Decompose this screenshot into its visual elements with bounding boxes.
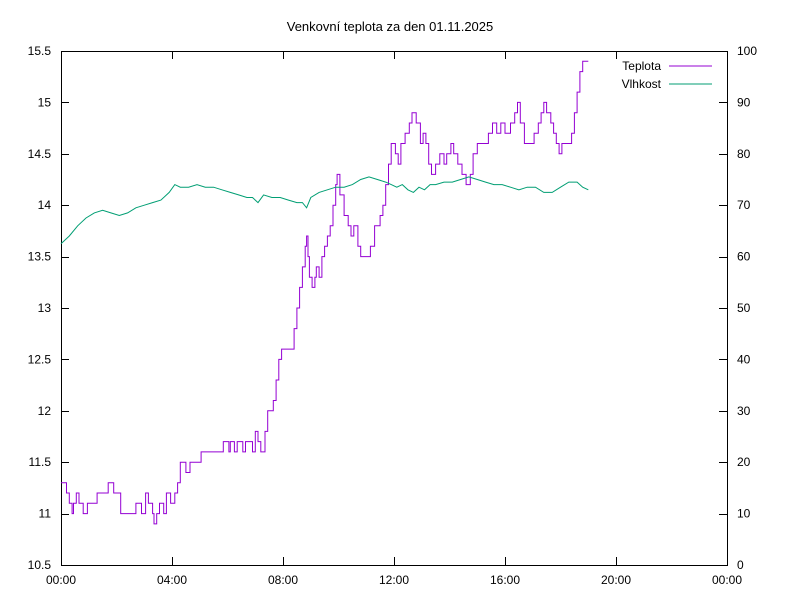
- y-tick-label: 13.5: [28, 250, 52, 264]
- y2-tick-label: 40: [737, 352, 751, 366]
- y-tick-label: 12.5: [28, 352, 52, 366]
- legend: Teplota Vlhkost: [622, 59, 712, 91]
- y2-tick-label: 60: [737, 250, 751, 264]
- axes: 00:00 04:00 08:00 12:00 16:00 20:00 00:0010.51…: [28, 44, 758, 587]
- y2-tick-label: 10: [737, 507, 751, 521]
- x-tick-label: 12:00: [379, 573, 409, 587]
- x-tick-label: 00:00: [712, 573, 742, 587]
- legend-label-vlhkost: Vlhkost: [622, 77, 662, 91]
- legend-label-teplota: Teplota: [622, 59, 661, 73]
- y-tick-label: 11.5: [29, 455, 52, 469]
- y2-tick-label: 100: [737, 44, 757, 58]
- y-tick-label: 10.5: [28, 558, 52, 572]
- y-tick-label: 11: [39, 507, 52, 521]
- y2-tick-label: 0: [737, 558, 744, 572]
- x-tick-label: 04:00: [157, 573, 187, 587]
- series-line-vlhkost: [60, 176, 589, 245]
- y2-tick-label: 90: [737, 95, 751, 109]
- y-tick-label: 12: [38, 404, 52, 418]
- y2-tick-label: 70: [737, 198, 751, 212]
- series-lines: [60, 60, 589, 525]
- y-tick-label: 15: [38, 95, 52, 109]
- y2-tick-label: 20: [737, 455, 751, 469]
- y2-tick-label: 50: [737, 301, 751, 315]
- y-tick-label: 13: [38, 301, 52, 315]
- y2-tick-label: 30: [737, 404, 751, 418]
- plot-frame: [61, 51, 728, 566]
- chart-title: Venkovní teplota za den 01.11.2025: [287, 19, 493, 34]
- series-line-teplota: [61, 60, 589, 525]
- y-tick-label: 15.5: [28, 44, 52, 58]
- x-tick-label: 20:00: [601, 573, 631, 587]
- y-tick-label: 14: [38, 198, 52, 212]
- x-tick-label: 00:00: [46, 573, 76, 587]
- y-tick-label: 14.5: [28, 147, 52, 161]
- y2-tick-label: 80: [737, 147, 751, 161]
- x-tick-label: 08:00: [268, 573, 298, 587]
- x-tick-label: 16:00: [490, 573, 520, 587]
